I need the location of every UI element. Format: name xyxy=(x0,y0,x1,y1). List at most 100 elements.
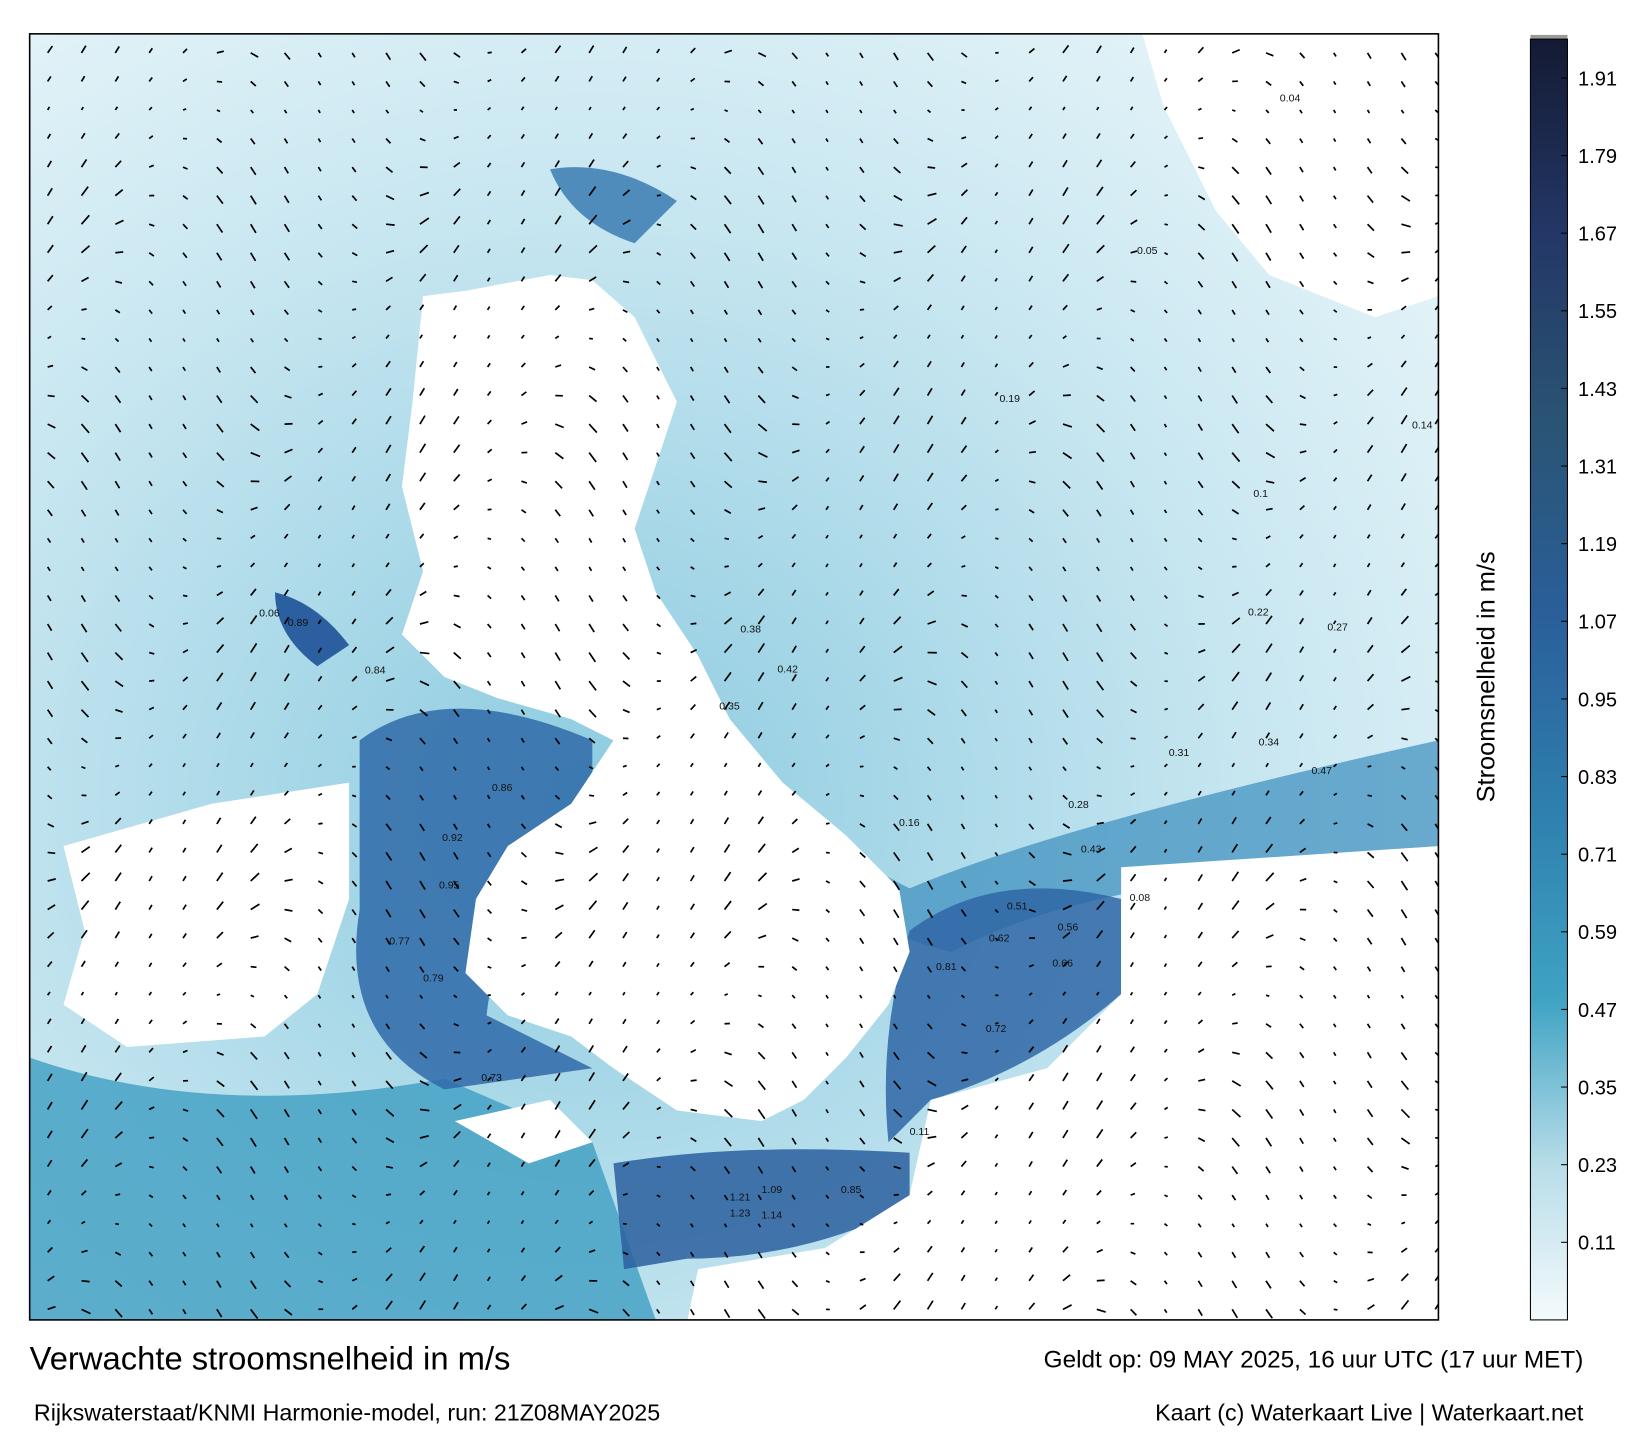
current-vector xyxy=(352,795,356,796)
current-vector xyxy=(318,338,321,339)
title: Verwachte stroomsnelheid in m/s xyxy=(30,1340,511,1377)
colorbar-label: Stroomsnelheid in m/s xyxy=(1472,551,1500,802)
current-vector xyxy=(1164,195,1167,196)
speed-label: 1.09 xyxy=(762,1184,783,1196)
speed-label: 0.42 xyxy=(777,664,798,676)
current-vector xyxy=(251,967,257,968)
current-vector xyxy=(961,595,966,596)
current-vector xyxy=(792,910,799,911)
current-vector xyxy=(1232,110,1235,111)
current-vector xyxy=(657,1137,661,1138)
current-vector xyxy=(1368,766,1372,767)
current-vector xyxy=(1097,823,1104,824)
current-vector xyxy=(115,1194,120,1195)
current-vector xyxy=(488,967,492,968)
current-vector xyxy=(1097,1280,1105,1281)
colorbar-tick-label: 0.59 xyxy=(1578,922,1617,944)
speed-label: 0.43 xyxy=(1081,843,1102,855)
current-vector xyxy=(149,681,154,682)
colorbar-tick-label: 0.11 xyxy=(1578,1233,1616,1255)
current-vector xyxy=(1435,652,1444,653)
speed-label: 0.72 xyxy=(986,1023,1007,1035)
current-vector xyxy=(217,566,221,567)
current-vector xyxy=(386,1194,391,1195)
current-vector xyxy=(48,396,55,397)
current-vector xyxy=(149,1137,154,1138)
colorbar-tick-label: 0.95 xyxy=(1578,689,1617,711)
speed-label: 0.38 xyxy=(740,623,761,635)
current-vector xyxy=(115,252,123,253)
current-vector xyxy=(623,281,629,282)
current-vector xyxy=(1164,709,1167,710)
current-vector xyxy=(454,595,460,596)
current-vector xyxy=(928,167,936,168)
colorbar-tick-label: 0.35 xyxy=(1578,1077,1617,1099)
map: 0.890.840.790.770.920.950.730.861.211.23… xyxy=(30,34,1444,1320)
current-vector xyxy=(1164,1137,1167,1138)
current-vector xyxy=(589,795,594,796)
speed-label: 0.14 xyxy=(1412,419,1433,431)
speed-label: 0.34 xyxy=(1259,737,1280,749)
speed-label: 0.35 xyxy=(719,701,740,713)
subtitle: Rijkswaterstaat/KNMI Harmonie-model, run… xyxy=(34,1399,660,1425)
speed-label: 0.81 xyxy=(936,961,957,973)
current-vector xyxy=(995,80,998,81)
colorbar-tick-label: 0.71 xyxy=(1578,845,1617,867)
current-vector xyxy=(1131,766,1135,767)
current-vector xyxy=(352,1224,355,1225)
colorbar-tick-label: 1.67 xyxy=(1578,224,1617,246)
speed-label: 0.77 xyxy=(389,935,410,947)
colorbar-tick-label: 1.07 xyxy=(1578,612,1617,634)
current-vector xyxy=(860,1224,863,1225)
current-vector xyxy=(995,509,998,510)
current-vector xyxy=(826,823,830,824)
current-vector xyxy=(961,1052,967,1053)
speed-label: 0.84 xyxy=(365,665,386,677)
speed-label: 0.1 xyxy=(1253,488,1268,500)
current-vector xyxy=(725,110,728,111)
current-vector xyxy=(1266,995,1269,996)
current-vector xyxy=(420,653,429,654)
current-vector xyxy=(1029,452,1036,453)
current-vector xyxy=(1131,281,1137,282)
current-vector xyxy=(81,1281,89,1282)
current-vector xyxy=(488,538,491,539)
current-vector xyxy=(521,938,526,939)
current-vector xyxy=(352,309,356,310)
speed-label: 0.92 xyxy=(442,832,463,844)
colorbar-tick-label: 0.47 xyxy=(1578,1000,1617,1022)
colorbar xyxy=(1530,39,1567,1320)
speed-label: 0.86 xyxy=(492,782,513,794)
colorbar-tick-label: 1.55 xyxy=(1578,301,1617,323)
colorbar-tick-label: 1.31 xyxy=(1578,456,1617,478)
current-vector xyxy=(758,995,761,996)
speed-label: 0.28 xyxy=(1068,799,1089,811)
speed-label: 0.05 xyxy=(1137,245,1158,257)
speed-label: 0.47 xyxy=(1312,765,1333,777)
speed-label: 0.85 xyxy=(841,1184,862,1196)
current-vector xyxy=(149,1167,153,1168)
speed-label: 0.06 xyxy=(259,608,280,620)
current-vector xyxy=(961,566,965,567)
speed-label: 1.14 xyxy=(762,1209,783,1221)
current-vector xyxy=(183,109,186,110)
speed-label: 0.31 xyxy=(1169,747,1190,759)
colorbar-tick-label: 1.91 xyxy=(1578,68,1617,90)
colorbar-tick-label: 0.23 xyxy=(1578,1155,1617,1177)
current-vector xyxy=(1164,224,1167,225)
speed-label: 0.79 xyxy=(423,972,444,984)
current-vector xyxy=(420,1109,429,1110)
current-vector xyxy=(48,852,56,853)
current-vector xyxy=(1266,509,1273,510)
current-vector xyxy=(691,109,694,110)
current-vector xyxy=(826,852,830,853)
current-vector xyxy=(1232,538,1236,539)
colorbar-tick-label: 0.83 xyxy=(1578,767,1617,789)
current-vector xyxy=(1334,394,1338,395)
speed-label: 0.11 xyxy=(910,1126,930,1138)
current-vector xyxy=(183,623,188,624)
current-vector xyxy=(454,566,458,567)
current-vector xyxy=(1097,795,1102,796)
current-vector xyxy=(1435,1137,1443,1138)
